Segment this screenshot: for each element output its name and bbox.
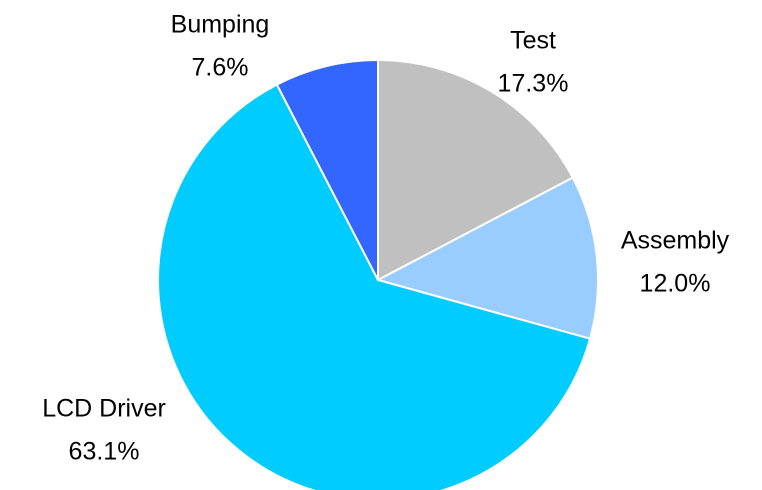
slice-label: Bumping bbox=[171, 11, 270, 39]
pie-slice bbox=[275, 58, 379, 281]
slice-value-label: 12.0% bbox=[640, 270, 711, 298]
pie-slice bbox=[375, 176, 599, 340]
slice-label: LCD Driver bbox=[42, 395, 166, 423]
slice-label: Test bbox=[510, 27, 556, 55]
slice-label: Assembly bbox=[621, 227, 730, 255]
slice-value-label: 63.1% bbox=[69, 438, 140, 466]
pie-slice bbox=[157, 83, 592, 490]
slice-value-label: 7.6% bbox=[192, 54, 249, 82]
pie-slice bbox=[377, 58, 575, 282]
slice-value-label: 17.3% bbox=[498, 70, 569, 98]
